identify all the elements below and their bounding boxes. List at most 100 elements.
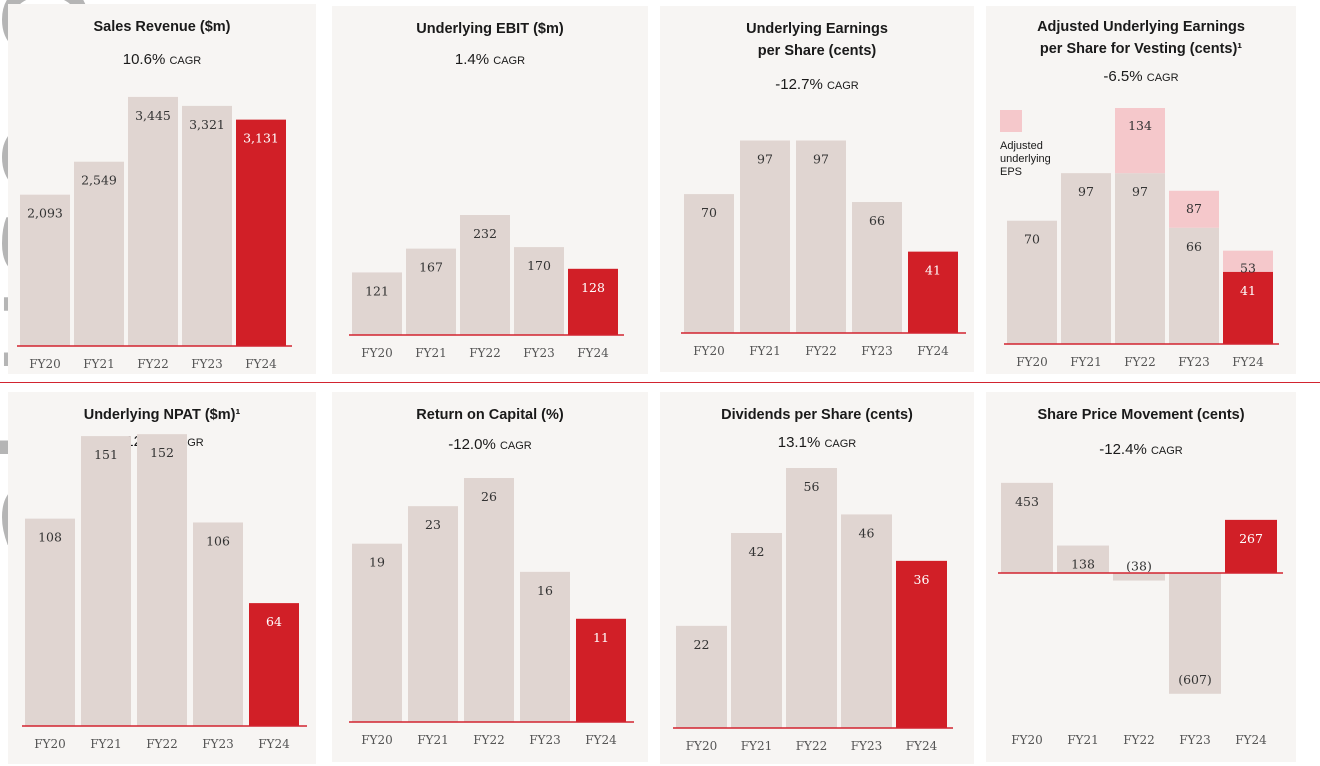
legend-label: underlying — [1000, 153, 1051, 165]
category-label: FY24 — [917, 344, 949, 358]
bar-fy23 — [193, 522, 243, 726]
dividends-chart: Dividends per Share (cents) 13.1% CAGR 22 F… — [673, 407, 953, 753]
category-label: FY22 — [1123, 733, 1155, 747]
data-label: 2,093 — [27, 206, 63, 221]
category-label: FY24 — [258, 737, 290, 751]
category-label: FY23 — [1179, 733, 1211, 747]
data-label: 56 — [804, 479, 820, 494]
chart-title: per Share (cents) — [758, 43, 877, 59]
bar-fy21 — [81, 436, 131, 726]
underlying-eps-panel: Underlying Earnings per Share (cents) -12.… — [660, 6, 974, 372]
data-label: 70 — [701, 205, 717, 220]
bar-fy20 — [352, 543, 402, 722]
category-label: FY20 — [29, 357, 61, 371]
data-label: 41 — [1240, 283, 1256, 298]
data-label: 66 — [1186, 239, 1202, 254]
category-label: FY20 — [361, 346, 393, 360]
underlying-ebit-chart: Underlying EBIT ($m) 1.4% CAGR 121 FY20 167 F… — [349, 21, 624, 360]
data-label: 19 — [369, 555, 385, 570]
data-label: 167 — [419, 260, 443, 275]
category-label: FY23 — [202, 737, 234, 751]
underlying-npat-panel: Underlying NPAT ($m)¹-12.3% CAGR108FY201… — [8, 392, 316, 764]
adjusted-data-label: 53 — [1240, 261, 1256, 276]
legend-label: Adjusted — [1000, 140, 1043, 152]
underlying-ebit-panel: Underlying EBIT ($m) 1.4% CAGR 121 FY20 167 F… — [332, 6, 648, 374]
cagr-value: -12.7% — [775, 76, 827, 93]
data-label: 267 — [1239, 531, 1263, 546]
chart-title: Sales Revenue ($m) — [93, 19, 230, 35]
bar-fy22 — [796, 140, 846, 333]
data-label: 106 — [206, 533, 230, 548]
chart-title: Return on Capital (%) — [416, 407, 564, 423]
bar-fy24 — [236, 119, 286, 347]
data-label: 138 — [1071, 557, 1095, 572]
category-label: FY20 — [1016, 355, 1048, 369]
chart-title: Share Price Movement (cents) — [1037, 407, 1244, 423]
category-label: FY23 — [529, 733, 561, 747]
adjusted-data-label: 134 — [1128, 118, 1152, 133]
bar-fy21 — [406, 248, 456, 335]
bar-fy22 — [1113, 573, 1165, 581]
bar-fy21 — [740, 140, 790, 333]
data-label: 23 — [425, 517, 441, 532]
bar-fy20 — [684, 194, 734, 333]
category-label: FY21 — [741, 739, 773, 753]
bar-fy23 — [852, 202, 902, 333]
bar-fy23 — [182, 105, 232, 347]
cagr-label: -12.7% CAGR — [775, 76, 859, 93]
cagr-unit: CAGR — [500, 440, 532, 452]
data-label: 128 — [581, 280, 605, 295]
category-label: FY20 — [1011, 733, 1043, 747]
category-label: FY24 — [245, 357, 277, 371]
bar-fy24 — [576, 618, 626, 722]
bar-fy24 — [568, 268, 618, 335]
chart-title: Underlying Earnings — [746, 21, 888, 37]
category-label: FY21 — [90, 737, 122, 751]
data-label: (607) — [1178, 672, 1212, 687]
adjusted-data-label: 87 — [1186, 201, 1202, 216]
data-label: 3,445 — [135, 108, 171, 123]
cagr-value: 13.1% — [778, 434, 825, 451]
data-label: 232 — [473, 226, 497, 241]
return-on-capital-panel: Return on Capital (%) -12.0% CAGR 19 FY20 23… — [332, 392, 648, 762]
bar-fy22 — [1115, 173, 1165, 344]
cagr-value: -12.0% — [448, 436, 500, 453]
data-label: 453 — [1015, 494, 1039, 509]
underlying-eps-chart: Underlying Earnings per Share (cents) -12.… — [681, 21, 966, 358]
bar-fy24 — [896, 560, 947, 728]
cagr-value: 10.6% — [123, 51, 170, 68]
bar-fy24 — [249, 603, 299, 726]
data-label: 41 — [925, 263, 941, 278]
bar-fy21 — [74, 161, 124, 346]
bar-fy24 — [1225, 519, 1277, 573]
bar-fy23 — [841, 514, 892, 728]
legend-label: EPS — [1000, 166, 1022, 178]
category-label: FY21 — [1070, 355, 1102, 369]
category-label: FY21 — [83, 357, 115, 371]
category-label: FY23 — [1178, 355, 1210, 369]
adjusted-bar-fy23 — [1169, 190, 1219, 228]
bar-fy20 — [676, 625, 727, 728]
chart-title: Underlying NPAT ($m)¹ — [84, 407, 241, 423]
cagr-unit: CAGR — [824, 438, 856, 450]
data-label: 121 — [365, 283, 389, 298]
category-label: FY20 — [686, 739, 718, 753]
bar-fy22 — [128, 96, 178, 346]
data-label: 46 — [859, 525, 875, 540]
bar-fy20 — [20, 194, 70, 346]
legend-swatch — [1000, 110, 1022, 132]
category-label: FY22 — [146, 737, 178, 751]
data-label: 97 — [813, 152, 829, 167]
category-label: FY23 — [861, 344, 893, 358]
bar-fy21 — [1061, 173, 1111, 344]
cagr-label: 10.6% CAGR — [123, 51, 202, 68]
cagr-unit: CAGR — [493, 55, 525, 67]
data-label: 22 — [694, 637, 710, 652]
chart-title: per Share for Vesting (cents)¹ — [1040, 41, 1242, 57]
cagr-unit: CAGR — [1151, 445, 1183, 457]
underlying-npat-chart: Underlying NPAT ($m)¹-12.3% CAGR108FY201… — [22, 407, 307, 751]
cagr-unit: CAGR — [169, 55, 201, 67]
adjusted-bar-fy24 — [1223, 250, 1273, 272]
bar-fy20 — [1001, 482, 1053, 573]
cagr-value: -6.5% — [1103, 68, 1146, 85]
